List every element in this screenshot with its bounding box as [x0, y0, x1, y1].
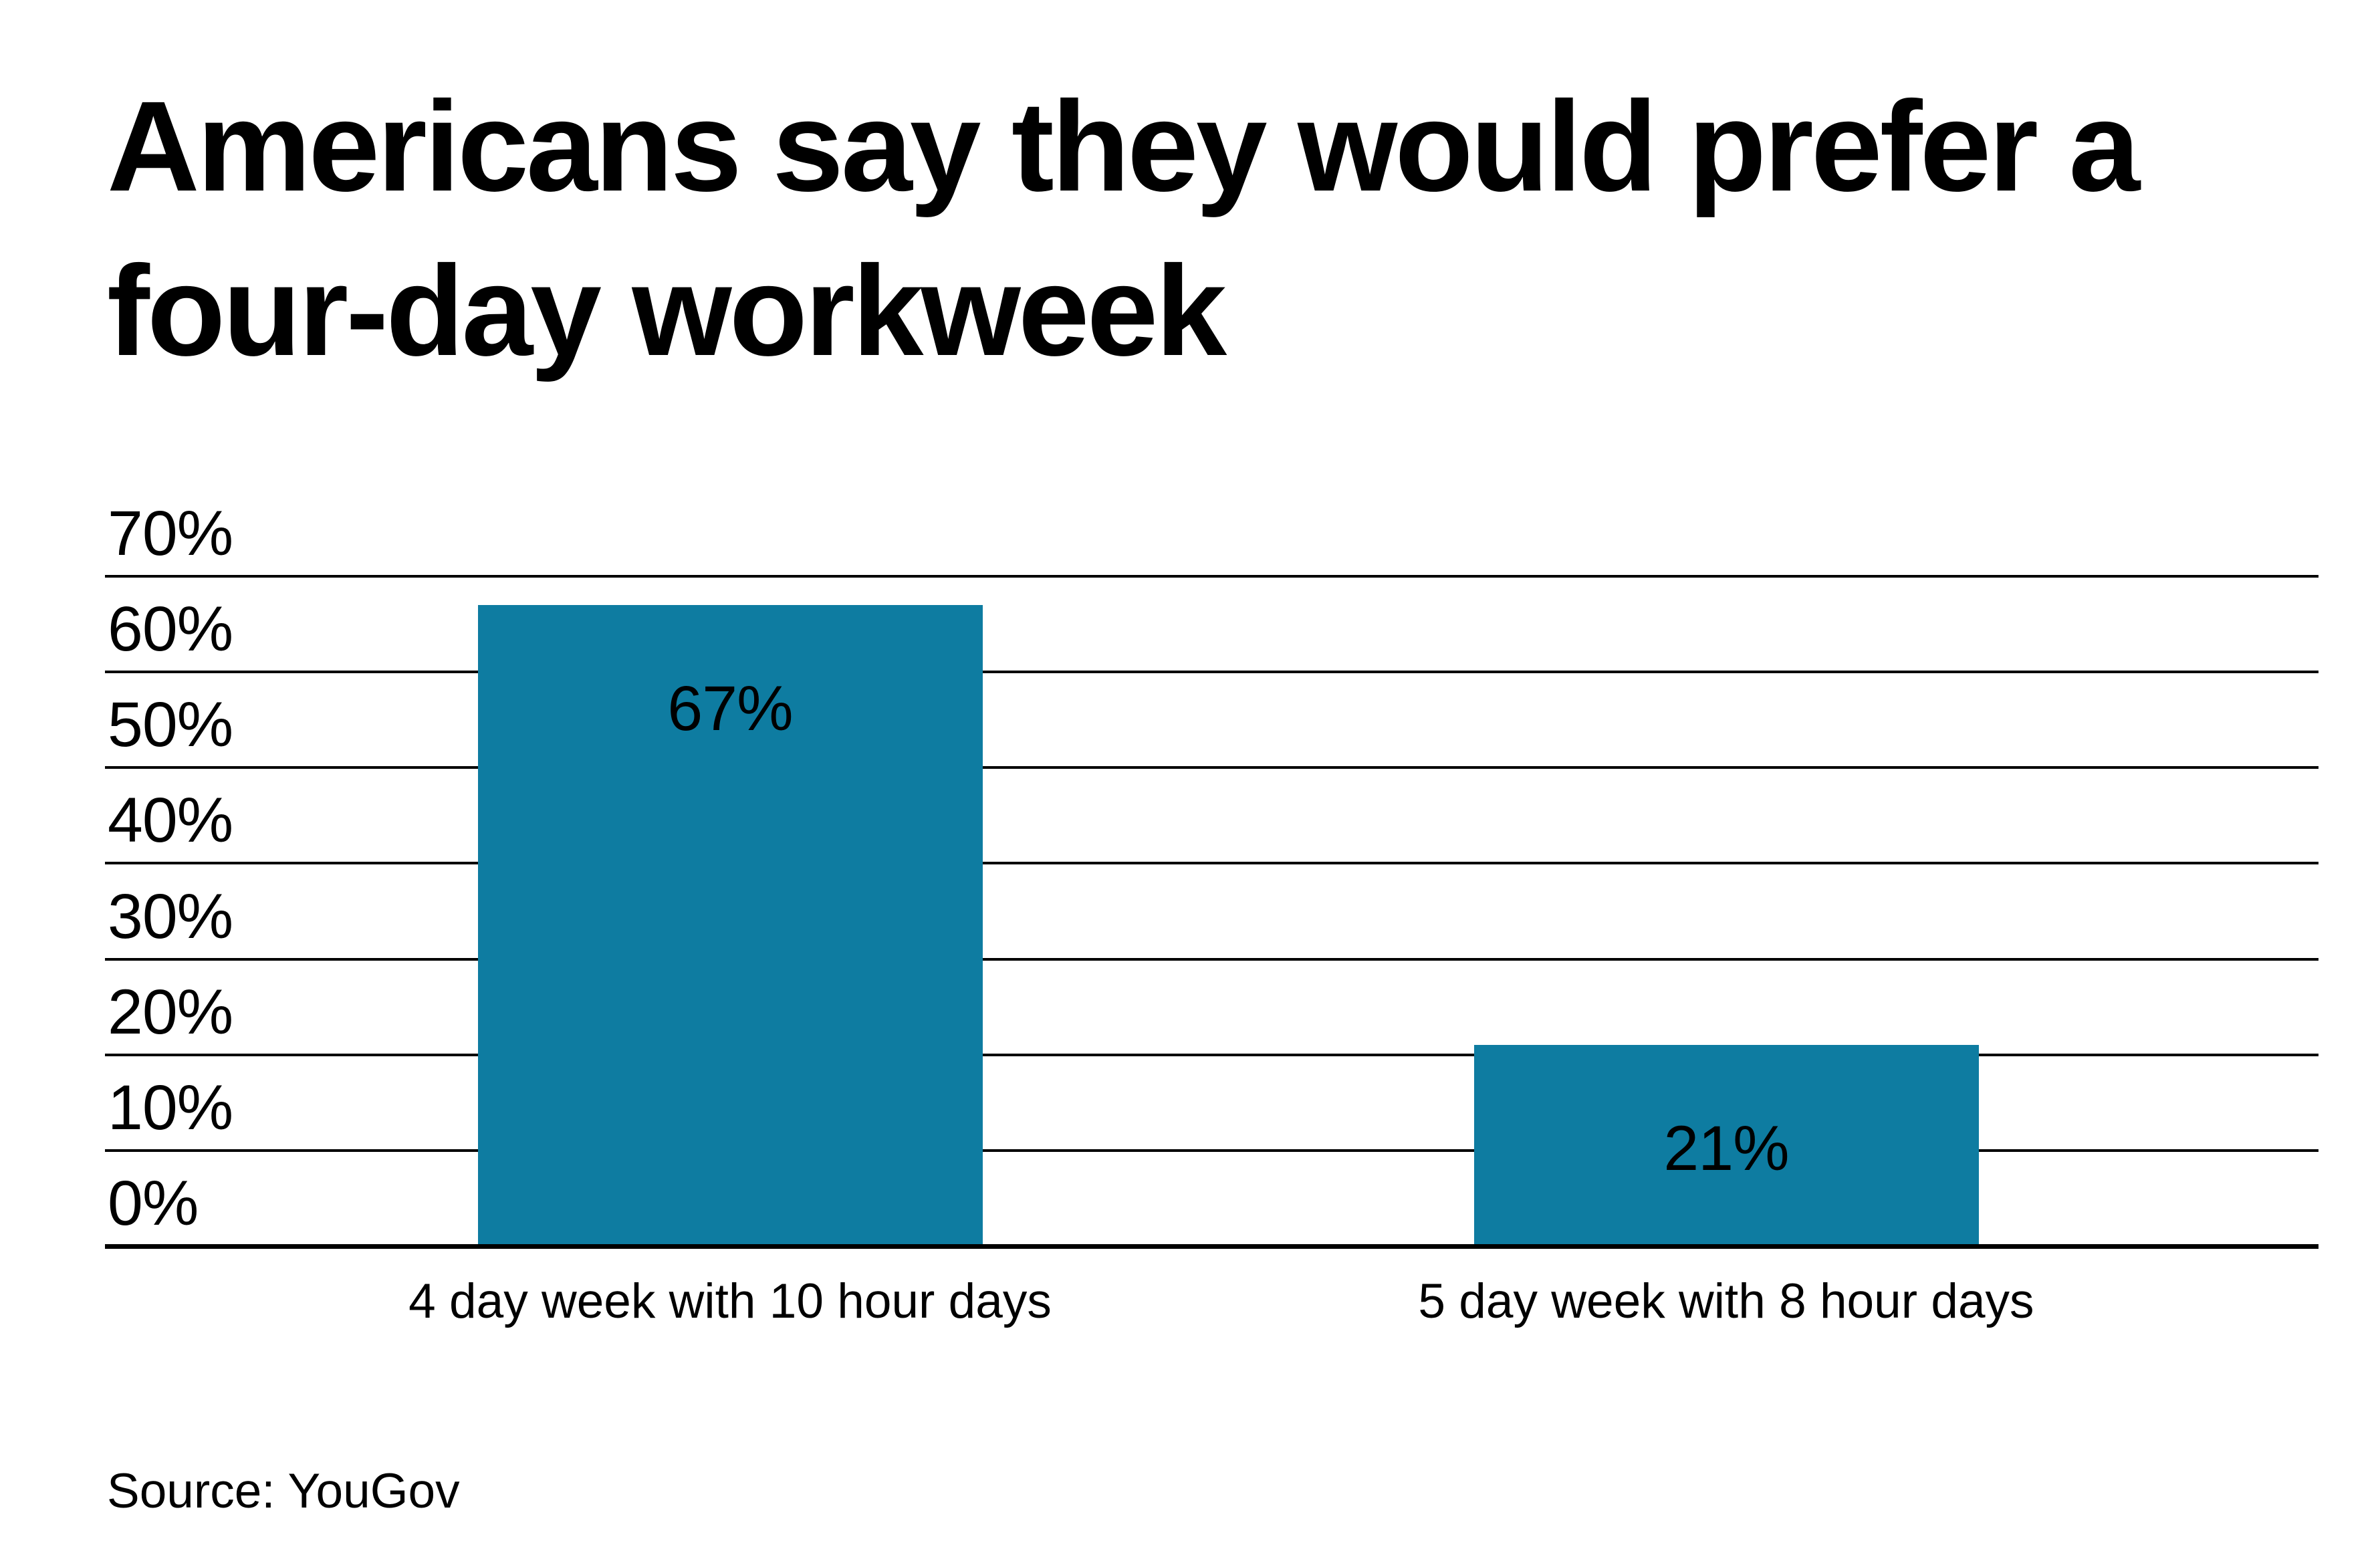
gridline — [105, 1053, 2318, 1056]
x-category-label: 5 day week with 8 hour days — [1418, 1274, 2034, 1328]
bar-value-label: 21% — [1663, 1113, 1789, 1185]
gridline — [105, 862, 2318, 865]
y-tick-label: 50% — [108, 689, 233, 761]
y-tick-label: 10% — [108, 1072, 233, 1143]
gridline — [105, 671, 2318, 674]
y-tick-label: 20% — [108, 976, 233, 1048]
y-tick-label: 30% — [108, 880, 233, 952]
x-category-label: 4 day week with 10 hour days — [408, 1274, 1052, 1328]
gridline — [105, 766, 2318, 769]
bar: 21% — [1473, 1045, 1979, 1246]
gridline — [105, 575, 2318, 578]
chart-title: Americans say they would prefer a four-d… — [107, 64, 2140, 393]
y-tick-label: 0% — [108, 1168, 199, 1239]
x-axis-line — [105, 1243, 2318, 1249]
bar: 67% — [477, 604, 983, 1246]
gridline — [105, 957, 2318, 961]
chart-title-line-1: Americans say they would prefer a — [107, 74, 2140, 218]
y-tick-label: 60% — [108, 594, 233, 665]
gridline — [105, 1149, 2318, 1152]
source-label: Source: YouGov — [107, 1464, 460, 1518]
chart-title-line-2: four-day workweek — [107, 239, 1227, 382]
bar-value-label: 67% — [667, 673, 793, 744]
y-tick-label: 40% — [108, 785, 233, 856]
y-tick-label: 70% — [108, 498, 233, 569]
